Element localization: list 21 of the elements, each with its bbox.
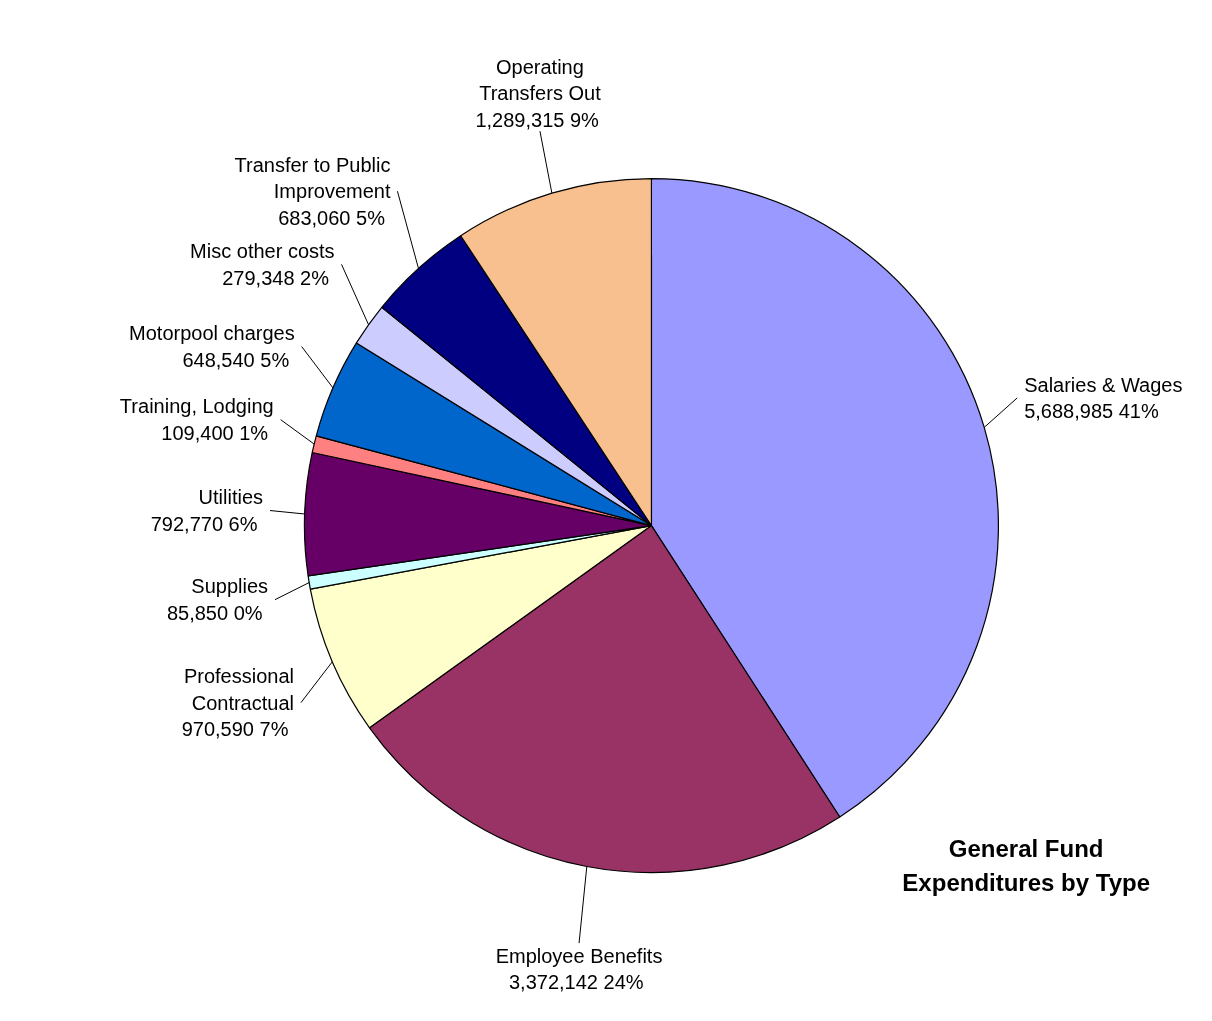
slice-label: Employee Benefits (495, 944, 663, 967)
slice-label: Supplies (191, 575, 269, 598)
slice-label: Utilities (198, 486, 264, 509)
slice-label: Operating Transfers Out (479, 55, 602, 105)
data-label: 279,348 2% (222, 266, 330, 289)
data-label: 5,688,985 41% (1024, 400, 1159, 423)
text: General Fund Expenditures by Type (902, 835, 1150, 897)
data-label: 109,400 1% (161, 421, 269, 444)
slice-label: Misc other costs (190, 240, 335, 263)
data-label: 3,372,142 24% (508, 971, 644, 994)
slice-label: Salaries & Wages (1024, 373, 1183, 396)
slice-label: Motorpool charges (129, 322, 295, 345)
slice-label: Training, Lodging (119, 395, 274, 418)
data-label: 85,850 0% (166, 601, 263, 624)
data-label: 683,060 5% (278, 206, 386, 229)
data-label: 1,289,315 9% (475, 108, 600, 131)
slice-label: Professional Contractual (183, 665, 295, 714)
data-label: 970,590 7% (181, 718, 289, 741)
slice-label: Transfer to Public Improvement (234, 153, 391, 203)
data-label: 792,770 6% (150, 512, 258, 535)
data-label: 648,540 5% (182, 348, 290, 371)
